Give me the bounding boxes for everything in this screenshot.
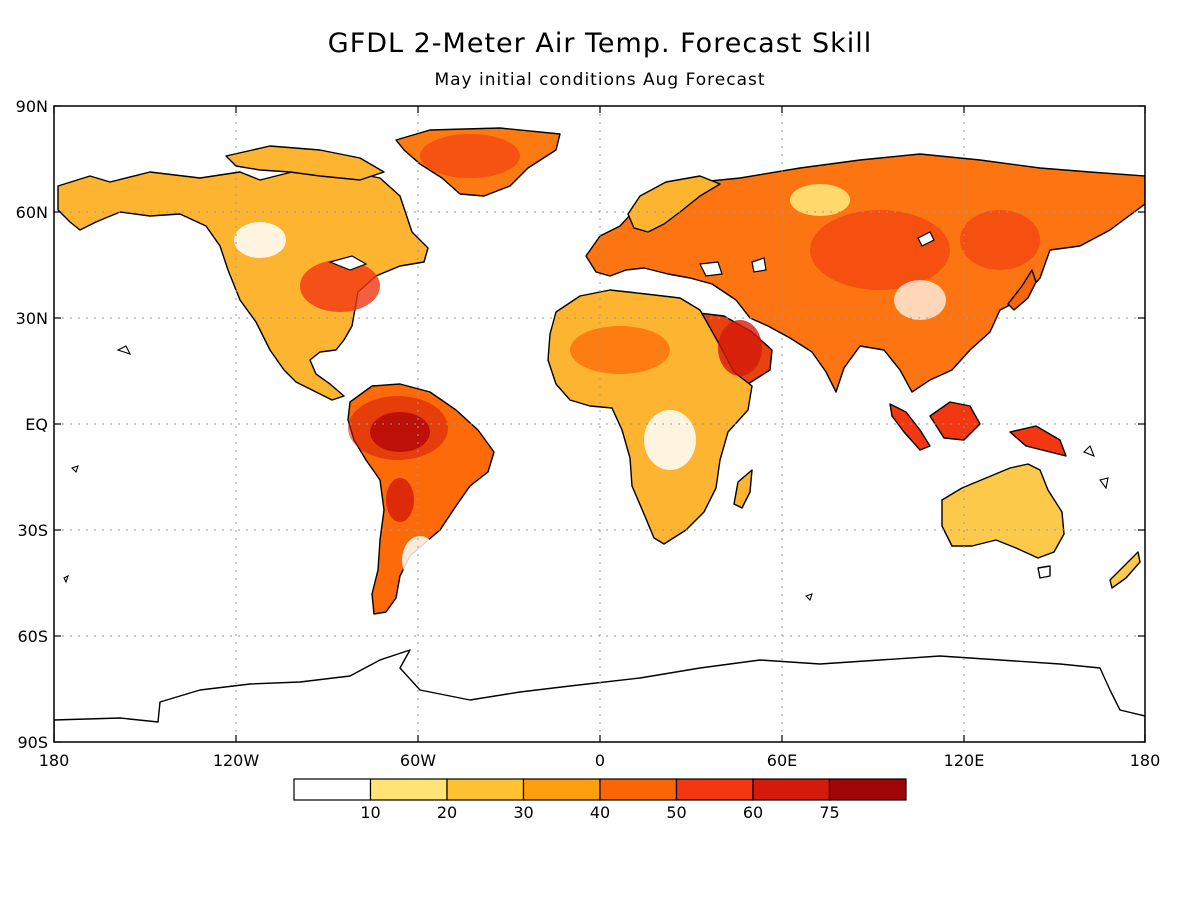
legend-label: 10 xyxy=(360,803,380,822)
land-japan xyxy=(1007,269,1037,311)
lake-baikal xyxy=(917,231,935,247)
skill-patch-siberia-low xyxy=(790,184,850,216)
high-skill-regions xyxy=(234,134,1040,584)
land-new-zealand xyxy=(1109,551,1141,589)
legend-label: 50 xyxy=(666,803,686,822)
legend-swatch xyxy=(446,778,525,801)
land-arctic-islands xyxy=(225,145,385,181)
color-legend: 10 20 30 40 50 60 75 xyxy=(293,778,907,822)
land-madagascar xyxy=(733,469,753,509)
lat-label: 90N xyxy=(16,97,48,116)
legend-swatch xyxy=(828,778,907,801)
lon-label: 120E xyxy=(944,751,985,770)
lat-label: 60N xyxy=(16,203,48,222)
land-antarctica xyxy=(54,649,1145,742)
land-sumatra xyxy=(889,403,931,451)
lat-label: 30N xyxy=(16,309,48,328)
legend-swatch xyxy=(752,778,831,801)
lake-great-lakes xyxy=(328,255,368,271)
lon-label: 60W xyxy=(400,751,436,770)
legend-swatch xyxy=(675,778,754,801)
longitude-labels: 180 120W 60W 0 60E 120E 180 xyxy=(39,751,1161,770)
map-subtitle: May initial conditions Aug Forecast xyxy=(434,70,766,90)
legend-swatch xyxy=(369,778,448,801)
skill-patch-patagonia-low xyxy=(402,536,438,584)
lat-label: 30S xyxy=(17,521,48,540)
legend-swatch xyxy=(599,778,678,801)
skill-patch-tibet-low xyxy=(894,280,946,320)
lat-label: 90S xyxy=(17,733,48,752)
skill-patch-arabia xyxy=(718,320,762,376)
legend-label: 20 xyxy=(437,803,457,822)
islands xyxy=(63,345,1109,602)
skill-patch-east-us xyxy=(300,260,380,312)
lakes xyxy=(328,231,935,277)
land-scandinavia xyxy=(627,175,721,233)
legend-swatch xyxy=(522,778,601,801)
legend-label: 75 xyxy=(819,803,839,822)
lake-aral xyxy=(751,257,767,273)
skill-patch-congo-low xyxy=(644,410,696,470)
map-layer xyxy=(54,106,1145,742)
lake-caspian xyxy=(699,261,723,277)
skill-patch-sahara xyxy=(570,326,670,374)
lon-label: 180 xyxy=(1130,751,1161,770)
land-new-guinea xyxy=(1009,425,1067,457)
land-maritime-se-asia xyxy=(929,401,981,441)
graticule xyxy=(54,106,1145,742)
lon-label: 60E xyxy=(767,751,797,770)
skill-patch-greenland xyxy=(420,134,520,178)
map-title: GFDL 2-Meter Air Temp. Forecast Skill xyxy=(327,28,873,59)
legend-label: 40 xyxy=(590,803,610,822)
legend-label: 30 xyxy=(513,803,533,822)
axis-ticks xyxy=(53,105,1146,743)
skill-patch-canada-low xyxy=(234,222,286,258)
lon-label: 180 xyxy=(39,751,70,770)
skill-patch-andes xyxy=(386,478,414,522)
legend-swatch xyxy=(293,778,372,801)
lon-label: 120W xyxy=(213,751,260,770)
lat-label: EQ xyxy=(25,415,48,434)
land-tasmania xyxy=(1037,565,1051,579)
legend-label: 60 xyxy=(743,803,763,822)
skill-patch-east-asia xyxy=(960,210,1040,270)
skill-patch-amazon-outer xyxy=(348,396,448,460)
skill-patch-central-asia xyxy=(810,210,950,290)
lon-label: 0 xyxy=(595,751,605,770)
lat-label: 60S xyxy=(17,627,48,646)
land-australia xyxy=(941,463,1065,559)
latitude-labels: 90N 60N 30N EQ 30S 60S 90S xyxy=(16,97,48,752)
